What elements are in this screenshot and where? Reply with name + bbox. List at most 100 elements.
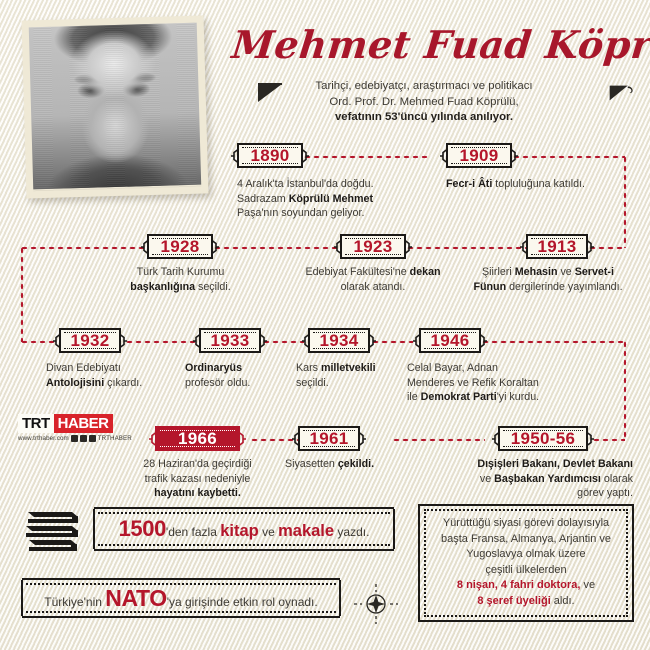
year-box-1934[interactable]: 1934 (302, 328, 376, 353)
banner-side-right (383, 509, 395, 549)
connector-1966-1961 (250, 438, 342, 442)
event-line: ve Başbakan Yardımcısı olarak (479, 472, 633, 485)
event-line: seçildi. (296, 376, 329, 389)
bracket-left-icon (193, 333, 200, 348)
year-label: 1890 (250, 145, 290, 165)
event-line: 4 Aralık'ta İstanbul'da doğdu. (237, 178, 374, 190)
logo-website-url: www.trthaber.com (18, 435, 69, 442)
year-label: 1966 (177, 428, 218, 448)
bracket-right-icon (359, 431, 366, 446)
panel-line: başta Fransa, Almanya, Arjantin ve (441, 532, 611, 545)
year-box-1946[interactable]: 1946 (413, 328, 487, 353)
connector-right-down-2 (623, 340, 627, 440)
panel-line: 8 şeref üyeliği aldı. (477, 594, 575, 607)
event-line: Menderes ve Refik Koraltan (407, 376, 539, 389)
event-text-1913: Şiirleri Mehasin ve Servet-i Fünun dergi… (448, 265, 648, 294)
subtitle-line-2: Ord. Prof. Dr. Mehmed Fuad Köprülü, (329, 95, 519, 108)
connector-1932-1933 (125, 340, 195, 344)
bracket-left-icon (492, 431, 499, 446)
year-box-1890[interactable]: 1890 (231, 143, 309, 168)
books-banner: 1500'den fazla kitap ve makale yazdı. (93, 507, 395, 551)
event-text-1966: 28 Haziran'da geçirdiği trafik kazası ne… (110, 457, 285, 501)
instagram-icon[interactable] (79, 435, 87, 442)
event-text-1950-56: Dışişleri Bakanı, Devlet Bakanı ve Başba… (408, 457, 633, 501)
connector-1961-1950 (392, 438, 485, 442)
subtitle-block: Tarihçi, edebiyatçı, araştırmacı ve poli… (268, 79, 580, 126)
event-line: Kars milletvekili (296, 362, 376, 374)
subtitle-line-1: Tarihçi, edebiyatçı, araştırmacı ve poli… (315, 80, 533, 92)
connector-1946-right (481, 340, 625, 344)
portrait-photo (28, 22, 202, 190)
year-box-1923[interactable]: 1923 (334, 234, 412, 259)
event-text-1961: Siyasetten çekildi. (252, 457, 407, 472)
event-line: Antolojisini çıkardı. (46, 376, 143, 389)
year-box-1909[interactable]: 1909 (440, 143, 518, 168)
year-label: 1961 (309, 428, 349, 448)
event-line: olarak atandı. (340, 280, 406, 293)
panel-line: çeşitli ülkelerden (485, 563, 567, 576)
bracket-right-icon (212, 239, 219, 254)
books-banner-text: 1500'den fazla kitap ve makale yazdı. (118, 516, 370, 541)
year-label: 1946 (430, 330, 470, 350)
year-label: 1928 (160, 236, 200, 256)
event-line: 28 Haziran'da geçirdiği (143, 458, 252, 470)
facebook-icon[interactable] (70, 435, 78, 442)
event-line: profesör oldu. (185, 376, 251, 389)
event-line: başkanlığına seçildi. (130, 280, 231, 293)
bracket-right-icon (511, 148, 518, 163)
banner-side-right (329, 580, 341, 616)
banner-side-left (21, 580, 33, 616)
bracket-right-icon (120, 333, 127, 348)
year-box-1966[interactable]: 1966 (149, 426, 246, 451)
bracket-right-icon (405, 239, 412, 254)
year-box-1933[interactable]: 1933 (193, 328, 267, 353)
event-line: Ordinaryüs (185, 362, 243, 374)
event-text-1933: Ordinaryüs profesör oldu. (185, 361, 325, 390)
logo-row: TRT HABER (18, 414, 136, 433)
bracket-right-icon (239, 431, 246, 446)
event-line: trafik kazası nedeniyle (144, 472, 251, 485)
event-line: Siyasetten çekildi. (284, 458, 375, 470)
compass-rose-icon (354, 584, 398, 624)
connector-right-down-1 (623, 155, 627, 248)
bracket-right-icon (480, 333, 487, 348)
bracket-left-icon (520, 239, 527, 254)
event-line: Edebiyat Fakültesi'ne dekan (305, 266, 441, 278)
year-box-1961[interactable]: 1961 (292, 426, 366, 451)
bracket-right-icon (302, 148, 309, 163)
event-line: Fecr-i Âti topluluğuna katıldı. (446, 178, 586, 190)
bracket-right-icon (587, 239, 594, 254)
bracket-right-icon (260, 333, 267, 348)
page-title: Mehmet Fuad Köprülü (229, 22, 650, 67)
event-text-1890: 4 Aralık'ta İstanbul'da doğdu. Sadrazam … (237, 177, 427, 221)
panel-line: Yugoslavya olmak üzere (466, 548, 586, 560)
panel-line: Yürüttüğü siyasi görevi dolayısıyla (442, 517, 610, 529)
connector-1928-1923 (213, 246, 337, 250)
twitter-icon[interactable] (88, 435, 96, 442)
event-line: Dışişleri Bakanı, Devlet Bakanı (477, 458, 633, 470)
event-line: görev yaptı. (577, 487, 633, 500)
year-label: 1950-56 (510, 428, 576, 448)
event-line: hayatını kaybetti. (154, 487, 241, 500)
connector-1909-right (512, 155, 625, 159)
book-stack-icon (26, 512, 78, 551)
year-label: 1923 (353, 236, 393, 256)
panel-line: 8 nişan, 4 fahri doktora, ve (456, 579, 596, 591)
awards-panel-text: Yürüttüğü siyasi görevi dolayısıyla başt… (432, 516, 620, 609)
year-box-1913[interactable]: 1913 (520, 234, 594, 259)
trt-haber-logo[interactable]: TRT HABER www.trthaber.com TRTHABER (18, 414, 136, 442)
bracket-left-icon (292, 431, 299, 446)
event-text-1946: Celal Bayar, Adnan Menderes ve Refik Kor… (407, 361, 607, 405)
portrait-photo-frame (21, 15, 209, 199)
year-label: 1932 (70, 330, 110, 350)
awards-panel: Yürüttüğü siyasi görevi dolayısıyla başt… (418, 504, 634, 622)
bracket-left-icon (302, 333, 309, 348)
bracket-left-icon (53, 333, 60, 348)
year-label: 1913 (537, 236, 577, 256)
event-line: Türk Tarih Kurumu (136, 266, 225, 278)
event-line: Sadrazam Köprülü Mehmet (237, 192, 373, 205)
year-box-1950-56[interactable]: 1950-56 (492, 426, 594, 451)
year-box-1928[interactable]: 1928 (141, 234, 219, 259)
year-box-1932[interactable]: 1932 (53, 328, 127, 353)
